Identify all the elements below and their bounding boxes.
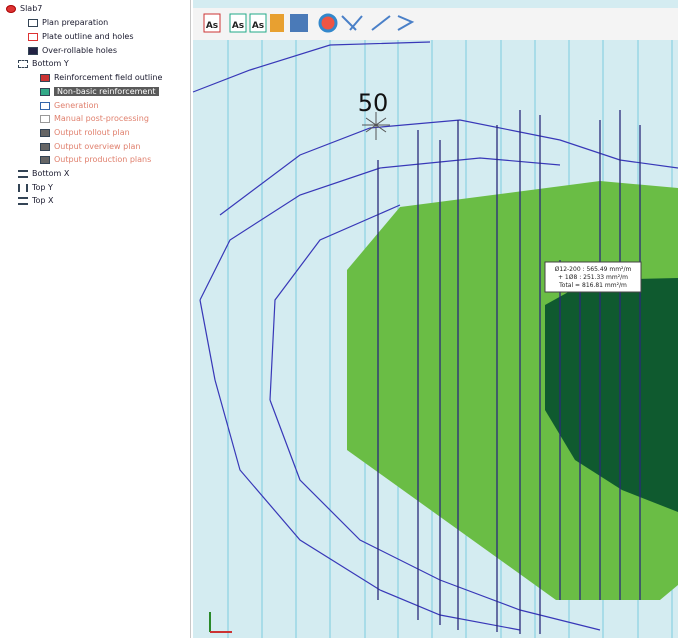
tree-panel: Slab7 Plan preparation Plate outline and… — [0, 0, 191, 638]
contours — [192, 41, 678, 631]
tooltip — [544, 261, 642, 293]
label: Over-rollable holes — [42, 46, 118, 55]
tree-root[interactable]: Slab7 — [6, 2, 42, 15]
tree-item[interactable]: Top Y — [18, 181, 53, 194]
label: Output production plans — [54, 155, 152, 164]
tree-item[interactable]: Reinforcement field outline — [40, 71, 162, 84]
tool-label: As — [252, 21, 264, 31]
label: Output rollout plan — [54, 128, 130, 137]
tree-item[interactable]: Output production plans — [40, 153, 151, 166]
tool-icons[interactable] — [341, 15, 415, 31]
label: Output overview plan — [54, 142, 141, 151]
tooltip-line: + 1Ø8 : 251.33 mm²/m — [558, 274, 628, 281]
axis-icon — [209, 612, 232, 633]
tree-item-selected[interactable]: Non-basic reinforcement — [40, 85, 159, 98]
tool-button[interactable] — [318, 13, 338, 33]
tool-button[interactable] — [249, 13, 267, 33]
canvas-bg — [193, 0, 678, 638]
label: Top Y — [32, 183, 53, 192]
label: Plate outline and holes — [42, 32, 134, 41]
toolbar: As As As — [203, 13, 415, 33]
tool-button[interactable] — [290, 14, 308, 32]
field-dark — [545, 278, 678, 512]
tree-item[interactable]: Output overview plan — [40, 140, 140, 153]
label: Slab7 — [20, 4, 43, 13]
tree-item[interactable]: Generation — [40, 99, 99, 112]
tree-item[interactable]: Plan preparation — [28, 16, 108, 29]
label: Top X — [32, 196, 54, 205]
tool-button[interactable] — [270, 14, 284, 32]
tool-button[interactable] — [203, 13, 221, 33]
field-light — [347, 181, 678, 600]
label: Non-basic reinforcement — [54, 87, 159, 96]
label: Bottom Y — [32, 59, 69, 68]
tree-item[interactable]: Top X — [18, 194, 54, 207]
label: Generation — [54, 101, 99, 110]
toolbar-bg — [193, 8, 678, 40]
label: Manual post-processing — [54, 114, 149, 123]
tooltip-line: Total = 816.81 mm²/m — [558, 282, 627, 289]
tree-item[interactable]: Bottom X — [18, 167, 69, 180]
tool-label: As — [206, 21, 218, 31]
contour-label: 50 — [358, 89, 389, 117]
crosshair — [362, 112, 390, 140]
tooltip-line: Ø12-200 : 565.49 mm²/m — [555, 266, 632, 273]
label: Reinforcement field outline — [54, 73, 163, 82]
tree-item[interactable]: Output rollout plan — [40, 126, 130, 139]
tool-label: As — [232, 21, 244, 31]
rebars — [377, 110, 641, 634]
label: Bottom X — [32, 169, 70, 178]
tree-item[interactable]: Over-rollable holes — [28, 44, 117, 57]
label: Plan preparation — [42, 18, 109, 27]
tree-item[interactable]: Bottom Y — [18, 57, 69, 70]
grid-lines — [227, 40, 673, 638]
tool-button[interactable] — [229, 13, 247, 33]
tree-item[interactable]: Manual post-processing — [40, 112, 149, 125]
tree-item[interactable]: Plate outline and holes — [28, 30, 134, 43]
